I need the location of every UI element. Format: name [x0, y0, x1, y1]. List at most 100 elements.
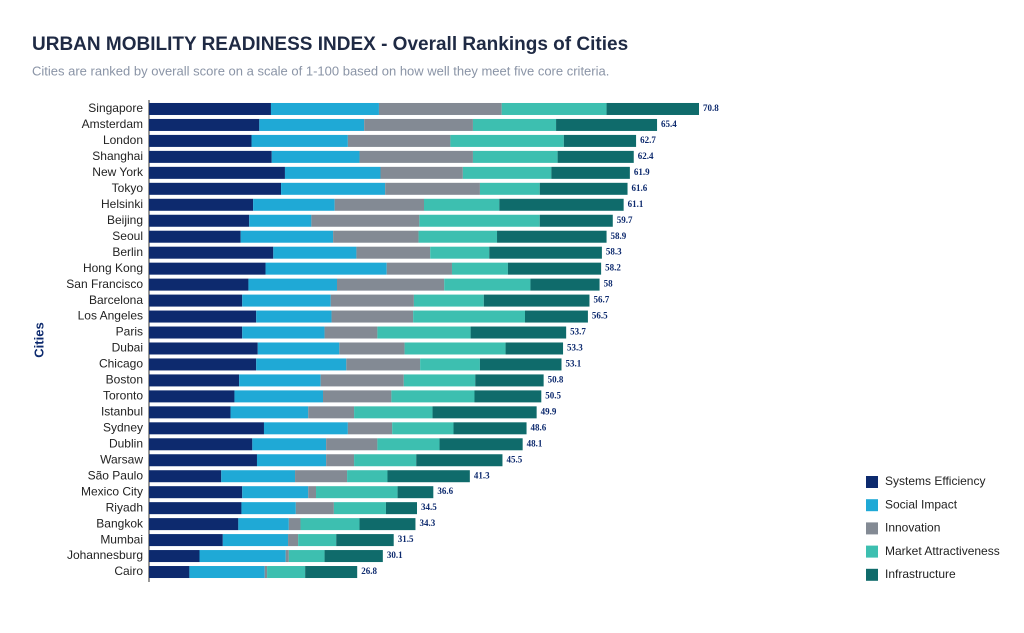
legend-label: Systems Efficiency: [885, 474, 985, 488]
bar-segment: [251, 134, 348, 147]
bar-segment: [320, 374, 404, 387]
y-tick-label: Bangkok: [96, 516, 144, 530]
bar-segment: [551, 166, 630, 179]
bar-segment: [420, 358, 480, 371]
bar-segment: [347, 134, 451, 147]
y-tick-label: Beijing: [107, 213, 143, 227]
bar-segment: [354, 454, 417, 467]
bar-segment: [241, 502, 296, 515]
bar-segment: [330, 294, 414, 307]
bar-segment: [259, 118, 365, 131]
bar-segment: [149, 134, 252, 147]
bar-segment: [378, 102, 502, 115]
bar-segment: [263, 422, 348, 435]
bar-segment: [249, 214, 312, 227]
total-label: 50.5: [545, 390, 561, 400]
y-tick-label: Berlin: [112, 245, 143, 259]
total-label: 53.3: [567, 343, 583, 353]
total-label: 50.8: [548, 374, 564, 384]
y-tick-label: Dubai: [112, 341, 143, 355]
bar-segment: [479, 182, 540, 195]
bar-segment: [331, 310, 414, 323]
bar-segment: [404, 342, 506, 355]
chart-title: URBAN MOBILITY READINESS INDEX - Overall…: [32, 34, 628, 55]
bar-segment: [149, 422, 264, 435]
bar-segment: [339, 342, 405, 355]
y-tick-label: Los Angeles: [78, 309, 143, 323]
bar-segment: [271, 150, 360, 163]
y-tick-label: Sydney: [103, 420, 143, 434]
total-label: 61.1: [628, 199, 644, 209]
bar-segment: [432, 406, 537, 419]
bar-segment: [242, 326, 325, 339]
bar-segment: [149, 198, 254, 211]
bar-segment: [472, 150, 558, 163]
bar-segment: [149, 294, 243, 307]
bar-segment: [149, 166, 285, 179]
bar-segment: [253, 198, 335, 211]
bar-segment: [239, 374, 321, 387]
bar-segment: [256, 358, 347, 371]
y-tick-label: Mexico City: [81, 484, 143, 498]
bar-segment: [556, 118, 658, 131]
y-tick-label: Istanbul: [101, 405, 143, 419]
bar-segment: [326, 438, 378, 451]
bar-segment: [308, 406, 355, 419]
bar-segment: [270, 102, 379, 115]
bar-segment: [483, 294, 590, 307]
bar-segment: [324, 326, 378, 339]
bar-segment: [418, 230, 498, 243]
total-label: 65.4: [661, 119, 677, 129]
legend-swatch: [866, 522, 878, 535]
bar-segment: [298, 534, 337, 547]
bar-segment: [281, 182, 386, 195]
bar-segment: [265, 262, 387, 275]
bar-segment: [403, 374, 476, 387]
bar-segment: [149, 262, 266, 275]
bar-segment: [149, 534, 223, 547]
bar-segment: [499, 198, 624, 211]
bar-segment: [333, 502, 386, 515]
total-label: 48.6: [531, 422, 547, 432]
bar-segment: [149, 454, 257, 467]
bar-segment: [149, 310, 257, 323]
bar-segment: [242, 294, 331, 307]
y-tick-label: Dublin: [109, 436, 143, 450]
y-tick-label: Amsterdam: [82, 117, 143, 131]
chart-subtitle: Cities are ranked by overall score on a …: [32, 63, 609, 78]
bar-segment: [336, 534, 394, 547]
bar-segment: [507, 262, 602, 275]
bar-segment: [238, 518, 289, 531]
total-label: 58.2: [605, 263, 621, 273]
bar-segment: [300, 518, 360, 531]
total-label: 61.9: [634, 167, 650, 177]
bar-segment: [149, 502, 242, 515]
bar-segment: [385, 502, 418, 515]
y-tick-label: São Paulo: [88, 468, 144, 482]
y-tick-label: Hong Kong: [83, 261, 143, 275]
bar-segment: [563, 134, 637, 147]
bar-segment: [346, 358, 421, 371]
bar-segment: [377, 438, 440, 451]
bar-segment: [257, 342, 340, 355]
bar-segment: [284, 166, 381, 179]
total-label: 41.3: [474, 470, 490, 480]
y-tick-label: Warsaw: [100, 452, 143, 466]
total-label: 56.5: [592, 311, 608, 321]
bar-segment: [288, 534, 299, 547]
total-label: 58.3: [606, 247, 622, 257]
bar-segment: [295, 502, 334, 515]
y-tick-label: New York: [92, 165, 144, 179]
legend-label: Social Impact: [885, 497, 958, 511]
bar-segment: [524, 310, 588, 323]
bar-segment: [149, 518, 239, 531]
total-label: 34.5: [421, 502, 437, 512]
bar-segment: [149, 246, 274, 259]
bar-segment: [234, 390, 324, 403]
y-tick-label: Paris: [116, 325, 143, 339]
bar-segment: [377, 326, 471, 339]
bar-segment: [149, 278, 249, 291]
y-tick-label: London: [103, 133, 143, 147]
bar-segment: [413, 294, 484, 307]
